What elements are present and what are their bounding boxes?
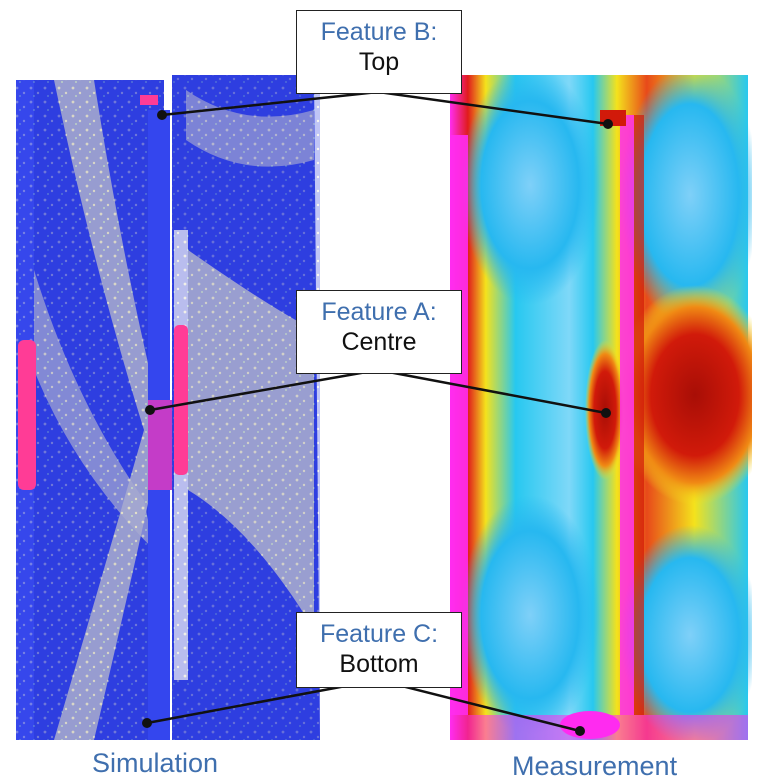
measurement-caption: Measurement <box>512 751 678 781</box>
meas-hot-region <box>615 285 752 505</box>
simulation-caption: Simulation <box>92 748 219 778</box>
feature-a-label: Feature A: Centre <box>296 290 462 374</box>
feature-c-title: Feature C: <box>319 620 439 648</box>
marker-bottom-sim <box>142 718 152 728</box>
simulation-plot <box>16 75 320 740</box>
sim-left-pad <box>18 340 36 490</box>
feature-a-subtitle: Centre <box>341 328 417 356</box>
feature-b-title: Feature B: <box>320 18 438 46</box>
feature-a-title: Feature A: <box>321 298 437 326</box>
marker-bottom-meas <box>575 726 585 736</box>
feature-b-label: Feature B: Top <box>296 10 462 94</box>
feature-c-subtitle: Bottom <box>339 650 419 678</box>
marker-centre-meas <box>601 408 611 418</box>
marker-top-meas <box>603 119 613 129</box>
marker-top-sim <box>157 110 167 120</box>
marker-centre-sim <box>145 405 155 415</box>
simulation-image <box>14 70 334 740</box>
sim-right-pad <box>174 325 188 475</box>
feature-c-label: Feature C: Bottom <box>296 612 462 688</box>
feature-b-subtitle: Top <box>358 48 400 76</box>
